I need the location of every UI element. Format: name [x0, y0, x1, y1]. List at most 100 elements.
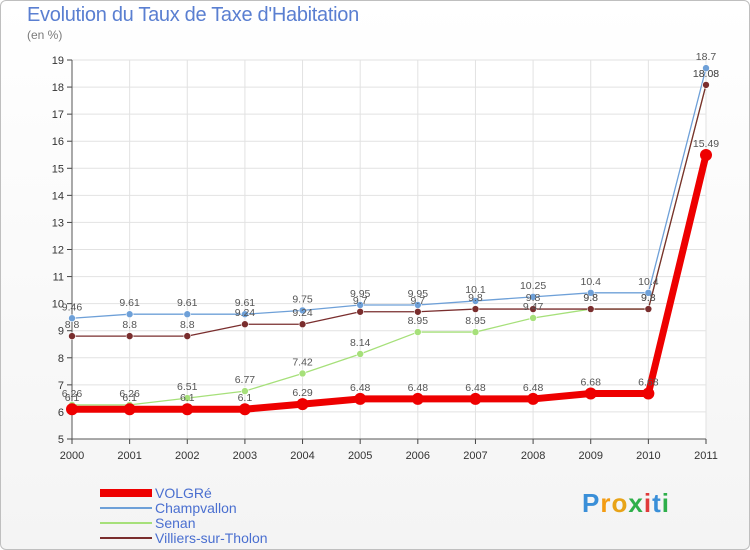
data-point-villiers	[125, 332, 134, 340]
x-tick-label: 2001	[117, 450, 141, 462]
legend-label-volgre: VOLGRé	[155, 485, 212, 501]
data-label-champvallon: 9.61	[235, 297, 256, 309]
proxiti-logo: Proxiti	[582, 488, 670, 518]
y-tick-label: 18	[52, 82, 64, 94]
data-point-volgre	[584, 387, 597, 400]
data-point-senan	[471, 328, 480, 336]
data-label-volgre: 6.1	[238, 392, 253, 404]
data-label-senan: 9.8	[583, 292, 598, 304]
data-point-villiers	[644, 305, 653, 313]
y-tick-label: 16	[52, 136, 64, 148]
y-tick-label: 14	[52, 190, 64, 202]
data-label-volgre: 6.1	[65, 392, 80, 404]
legend-label-senan: Senan	[155, 515, 196, 531]
data-label-senan: 9.8	[641, 292, 656, 304]
data-label-senan: 6.77	[235, 374, 256, 386]
data-point-champvallon	[586, 289, 595, 297]
data-point-volgre	[238, 403, 251, 416]
legend-item-champvallon: Champvallon	[100, 500, 320, 516]
x-tick-label: 2005	[348, 450, 372, 462]
data-label-villiers: 8.8	[122, 319, 137, 331]
series-line-champvallon	[71, 67, 707, 319]
data-label-villiers: 9.24	[292, 307, 313, 319]
y-tick-label: 13	[52, 217, 64, 229]
y-tick-label: 5	[58, 434, 64, 446]
data-point-villiers	[183, 332, 192, 340]
data-point-volgre	[700, 149, 712, 162]
data-label-volgre: 6.48	[523, 382, 544, 394]
data-point-champvallon	[471, 297, 480, 305]
legend-item-senan: Senan	[100, 515, 320, 531]
x-tick-label: 2009	[578, 450, 602, 462]
data-point-villiers	[356, 307, 364, 316]
y-tick-label: 8	[58, 353, 64, 365]
data-label-volgre: 6.1	[122, 392, 137, 404]
data-point-volgre	[296, 398, 309, 411]
data-label-villiers: 8.8	[180, 319, 195, 331]
legend-swatch-champvallon	[100, 507, 152, 509]
data-point-champvallon	[183, 310, 192, 319]
x-tick-label: 2011	[694, 450, 718, 462]
data-point-villiers	[241, 320, 249, 329]
data-label-volgre: 6.68	[581, 377, 602, 389]
legend-item-villiers: Villiers-sur-Tholon	[100, 530, 320, 546]
data-point-champvallon	[68, 314, 76, 323]
x-tick-label: 2006	[406, 450, 430, 462]
data-label-senan: 8.95	[465, 315, 486, 327]
data-label-champvallon: 10.4	[581, 276, 602, 288]
data-label-champvallon: 10.4	[638, 276, 659, 288]
data-point-champvallon	[241, 310, 249, 319]
x-tick-label: 2004	[290, 450, 314, 462]
data-label-villiers: 9.7	[353, 295, 368, 307]
data-label-senan: 8.14	[350, 337, 371, 349]
data-point-champvallon	[529, 293, 537, 301]
data-label-volgre: 6.1	[180, 392, 195, 404]
y-tick-label: 9	[58, 326, 64, 338]
data-label-volgre: 6.48	[408, 382, 429, 394]
data-label-champvallon: 9.61	[177, 297, 198, 309]
y-tick-label: 17	[52, 109, 64, 121]
series-line-volgre	[68, 151, 710, 413]
data-label-senan: 8.95	[408, 315, 429, 327]
data-point-villiers	[586, 305, 595, 313]
data-label-volgre: 15.49	[693, 138, 719, 150]
x-tick-label: 2007	[463, 450, 487, 462]
data-label-volgre: 6.29	[292, 387, 313, 399]
y-tick-label: 15	[52, 163, 64, 175]
data-label-champvallon: 10.25	[520, 280, 546, 292]
data-point-senan	[183, 394, 192, 402]
data-point-volgre	[354, 392, 367, 405]
data-point-senan	[356, 350, 364, 358]
data-point-champvallon	[298, 306, 307, 315]
x-tick-label: 2003	[233, 450, 257, 462]
data-label-senan: 18.08	[693, 68, 719, 80]
data-point-senan	[298, 369, 307, 378]
x-tick-label: 2008	[521, 450, 545, 462]
legend-item-volgre: VOLGRé	[100, 485, 320, 501]
data-point-champvallon	[125, 310, 134, 319]
legend-label-champvallon: Champvallon	[155, 500, 237, 516]
y-tick-label: 11	[53, 272, 64, 284]
data-label-volgre: 6.68	[638, 377, 659, 389]
data-point-volgre	[66, 403, 78, 416]
data-label-senan: 6.26	[119, 388, 140, 400]
x-tick-label: 2010	[636, 450, 660, 462]
data-label-villiers: 8.8	[65, 319, 80, 331]
data-point-villiers	[471, 305, 480, 313]
y-tick-label: 6	[58, 407, 64, 419]
data-label-villiers: 18.08	[693, 68, 719, 80]
data-label-senan: 7.42	[292, 356, 313, 368]
data-point-volgre	[123, 403, 136, 416]
y-tick-label: 19	[52, 55, 64, 67]
chart-title: Evolution du Taux de Taxe d'Habitation	[27, 4, 359, 26]
data-label-volgre: 6.48	[350, 382, 371, 394]
legend-swatch-volgre	[100, 489, 152, 497]
data-point-champvallon	[702, 64, 710, 72]
x-tick-label: 2000	[60, 450, 84, 462]
data-label-champvallon: 10.1	[465, 284, 486, 296]
legend-swatch-villiers	[100, 537, 152, 539]
data-point-villiers	[529, 305, 537, 313]
data-point-champvallon	[644, 289, 653, 297]
data-label-villiers: 9.8	[583, 292, 598, 304]
